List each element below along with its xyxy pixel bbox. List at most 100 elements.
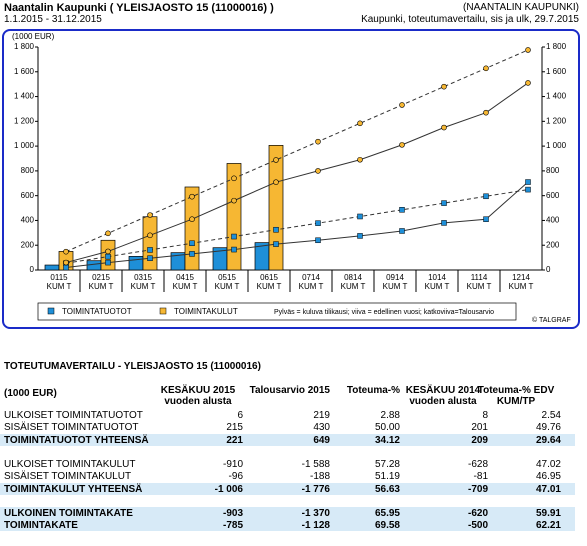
- cell: 201: [471, 422, 488, 434]
- marker: [399, 142, 405, 148]
- x-tick-label: 1114 KUM T: [466, 273, 492, 291]
- marker: [147, 232, 153, 239]
- y2-tick-label: 200: [546, 240, 560, 249]
- marker: [63, 248, 69, 255]
- x-tick-label: 0515 KUM T: [214, 273, 240, 291]
- y2-tick-label: 400: [546, 216, 560, 225]
- cell: -785: [222, 520, 243, 532]
- cell: -188: [309, 471, 330, 483]
- legend-note: Pylväs = kuluva tilikausi; viiva = edell…: [274, 309, 494, 316]
- marker: [441, 124, 447, 131]
- y-tick-label: 1 800: [14, 42, 35, 51]
- cell: 47.01: [535, 483, 561, 495]
- y2-tick-label: 0: [546, 265, 551, 274]
- cell: TOIMINTAKULUT YHTEENSÄ: [4, 483, 143, 495]
- legend-swatch: [159, 307, 167, 315]
- cell: 57.28: [374, 458, 400, 470]
- cell: ULKOISET TOIMINTATUOTOT: [4, 410, 143, 421]
- bar: [44, 264, 60, 271]
- bar: [128, 256, 144, 271]
- cell: 59.91: [535, 507, 561, 519]
- period: 1.1.2015 - 31.12.2015: [4, 14, 102, 25]
- marker: [105, 253, 111, 260]
- line: [65, 82, 529, 264]
- x-tick-label: 0115 KUM T: [46, 273, 72, 291]
- legend-label: TOIMINTATUOTOT: [62, 307, 132, 316]
- marker: [147, 255, 153, 261]
- cell: -81: [473, 471, 488, 483]
- marker: [399, 207, 405, 213]
- x-tick-label: 0415 KUM T: [172, 273, 198, 291]
- cell: 209: [471, 434, 488, 446]
- y2-tick-label: 800: [546, 166, 560, 175]
- cell: -1 128: [301, 520, 330, 532]
- marker: [189, 251, 195, 257]
- marker: [315, 168, 321, 174]
- cell: 51.19: [374, 471, 400, 483]
- marker: [189, 240, 195, 246]
- cell: 649: [313, 434, 330, 446]
- org: (NAANTALIN KAUPUNKI): [463, 2, 579, 13]
- marker: [441, 83, 447, 90]
- table-title: TOTEUTUMAVERTAILU - YLEISJAOSTO 15 (1100…: [4, 361, 261, 372]
- y-axis-label: (1000 EUR): [12, 32, 55, 41]
- x-tick-label: 0714 KUM T: [298, 273, 324, 291]
- marker: [525, 80, 531, 86]
- marker: [105, 230, 111, 237]
- marker: [147, 247, 153, 253]
- marker: [147, 212, 153, 218]
- marker: [231, 197, 237, 204]
- x-tick-label: 1014 KUM T: [424, 273, 450, 291]
- marker: [231, 175, 237, 182]
- y-tick-label: 1 000: [14, 141, 35, 150]
- bar: [142, 216, 158, 271]
- marker: [525, 179, 531, 185]
- y-tick-label: 400: [21, 216, 35, 225]
- y2-tick-label: 1 600: [546, 67, 567, 76]
- marker: [105, 259, 111, 266]
- legend-swatch: [47, 307, 55, 315]
- marker: [315, 237, 321, 244]
- cell: -628: [467, 458, 488, 470]
- cell: 69.58: [374, 520, 400, 532]
- cell: 65.95: [374, 507, 400, 519]
- cell: 6: [237, 410, 243, 421]
- cell: -1 370: [301, 507, 330, 519]
- marker: [483, 65, 489, 72]
- y2-tick-label: 1 200: [546, 116, 567, 125]
- y2-tick-label: 1 800: [546, 42, 567, 51]
- marker: [441, 220, 447, 226]
- marker: [273, 226, 279, 233]
- cell: TOIMINTATUOTOT YHTEENSÄ: [4, 434, 149, 446]
- y-tick-label: 600: [21, 191, 35, 200]
- bar: [184, 186, 200, 271]
- y2-tick-label: 1 000: [546, 141, 567, 150]
- x-tick-label: 0914 KUM T: [382, 273, 408, 291]
- cell: -910: [222, 458, 243, 470]
- table: TOTEUTUMAVERTAILU - YLEISJAOSTO 15 (1100…: [0, 355, 587, 545]
- line: [65, 189, 529, 264]
- marker: [357, 156, 363, 163]
- column-header: Toteuma-%: [346, 385, 400, 396]
- cell: -1 776: [301, 483, 330, 495]
- cell: 221: [226, 434, 243, 446]
- column-header: Talousarvio 2015: [249, 385, 330, 396]
- cell: 215: [226, 422, 243, 434]
- column-header: KESÄKUU 2015 vuoden alusta: [160, 385, 236, 407]
- marker: [273, 157, 279, 163]
- marker: [189, 193, 195, 200]
- cell: 62.21: [535, 520, 561, 532]
- marker: [315, 138, 321, 145]
- x-tick-label: 0215 KUM T: [88, 273, 114, 291]
- row-shade: [0, 519, 575, 532]
- y-tick-label: 1 400: [14, 92, 35, 101]
- legend: [37, 302, 517, 321]
- y-tick-label: 0: [30, 265, 35, 274]
- marker: [525, 186, 531, 193]
- cell: 34.12: [374, 434, 400, 446]
- marker: [63, 259, 69, 266]
- cell: 219: [313, 410, 330, 421]
- y-tick-label: 1 600: [14, 67, 35, 76]
- cell: 50.00: [374, 422, 400, 434]
